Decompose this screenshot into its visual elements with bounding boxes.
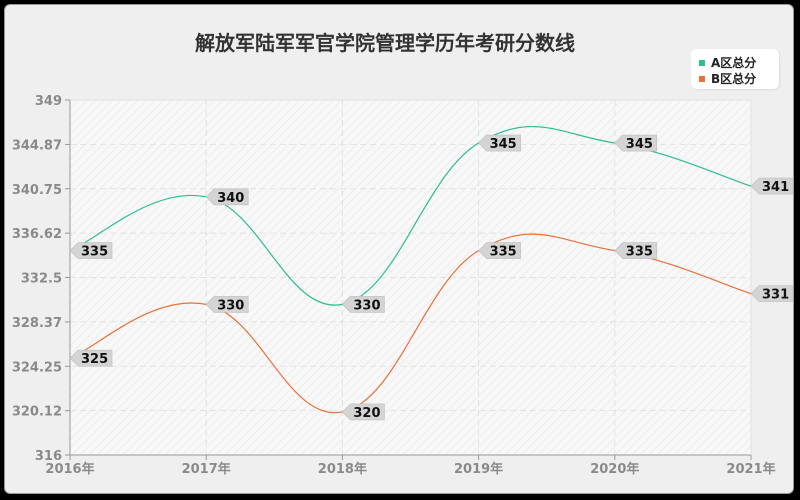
y-axis-ticks: 349 344.87 340.75 336.62 332.5 328.37 324.25 32… xyxy=(12,94,70,464)
legend-item-a[interactable]: A区总分 xyxy=(699,54,756,71)
x-tick-label: 2021年 xyxy=(726,461,775,477)
legend-item-b[interactable]: B区总分 xyxy=(699,70,756,87)
svg-text:341: 341 xyxy=(762,180,789,195)
svg-text:330: 330 xyxy=(217,298,244,313)
data-label: 331 xyxy=(750,285,794,303)
x-tick-label: 2019年 xyxy=(454,461,503,477)
chart-title: 解放军陆军军官学院管理学历年考研分数线 xyxy=(195,31,575,55)
y-tick-label: 340.75 xyxy=(12,183,62,198)
data-label: 335 xyxy=(614,242,658,260)
legend: A区总分 B区总分 xyxy=(691,49,779,89)
svg-text:335: 335 xyxy=(626,245,653,260)
grid-lines xyxy=(70,99,752,455)
svg-text:320: 320 xyxy=(353,406,380,421)
data-label: 330 xyxy=(205,296,249,313)
x-tick-label: 2020年 xyxy=(590,461,639,477)
legend-label-a: A区总分 xyxy=(711,56,757,70)
legend-swatch-a-icon xyxy=(699,59,705,66)
svg-text:340: 340 xyxy=(217,191,244,206)
svg-text:345: 345 xyxy=(626,137,653,152)
svg-text:335: 335 xyxy=(81,245,108,260)
y-tick-label: 344.87 xyxy=(12,138,62,153)
y-tick-label: 336.62 xyxy=(12,227,62,242)
data-label: 345 xyxy=(478,134,521,152)
x-tick-label: 2016年 xyxy=(45,461,94,477)
y-tick-label: 316 xyxy=(35,449,62,464)
svg-text:330: 330 xyxy=(353,298,380,313)
y-tick-label: 328.37 xyxy=(12,316,62,331)
x-axis-ticks: 2016年 2017年 2018年 2019年 2020年 2021年 xyxy=(45,455,776,477)
y-tick-label: 349 xyxy=(35,94,62,109)
data-label: 345 xyxy=(614,134,658,152)
svg-text:345: 345 xyxy=(490,137,517,152)
data-label: 341 xyxy=(750,177,794,195)
data-label: 335 xyxy=(69,242,113,260)
y-tick-label: 324.25 xyxy=(12,360,62,375)
legend-swatch-b-icon xyxy=(699,75,705,82)
data-label: 325 xyxy=(69,349,113,367)
y-tick-label: 320.12 xyxy=(12,405,62,420)
x-tick-label: 2017年 xyxy=(182,461,231,477)
svg-text:325: 325 xyxy=(81,352,108,367)
data-label: 335 xyxy=(478,242,521,260)
data-label: 320 xyxy=(341,403,385,421)
data-label: 330 xyxy=(341,296,385,313)
svg-text:335: 335 xyxy=(490,245,517,260)
x-tick-label: 2018年 xyxy=(318,461,367,477)
data-label: 340 xyxy=(205,188,249,206)
legend-label-b: B区总分 xyxy=(711,72,757,86)
svg-text:331: 331 xyxy=(762,288,789,303)
y-tick-label: 332.5 xyxy=(21,272,62,287)
data-labels: 335 340 330 345 345 341 325 330 320 335 335 331 xyxy=(69,134,794,421)
